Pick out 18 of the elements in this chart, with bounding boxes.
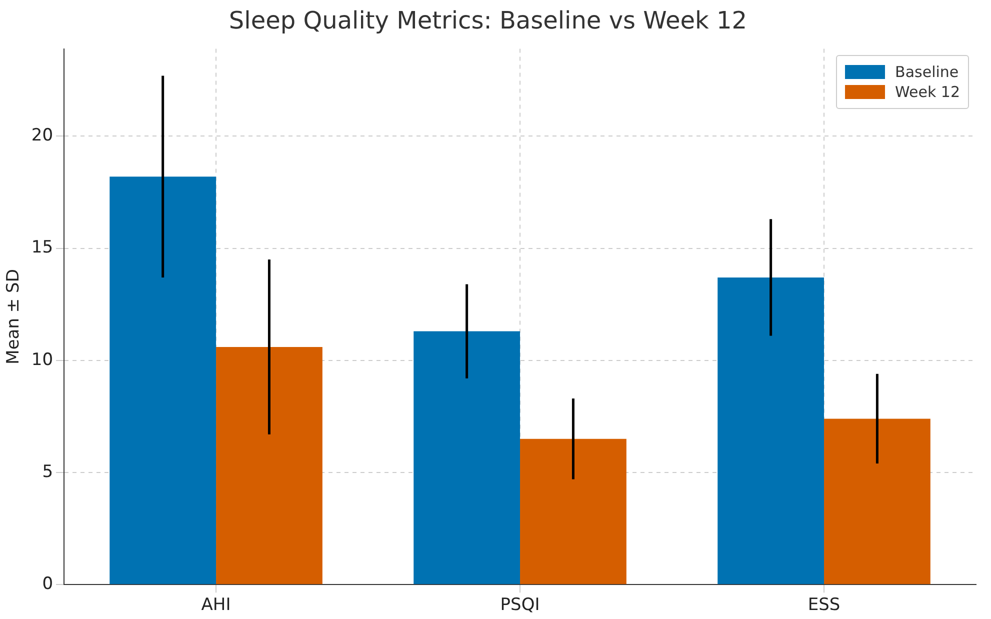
bar	[110, 176, 216, 584]
bar	[824, 418, 930, 584]
y-axis-title: Mean ± SD	[4, 269, 24, 364]
legend-label: Week 12	[895, 83, 960, 101]
x-tick-label: AHI	[201, 595, 231, 616]
x-tick-label: PSQI	[500, 595, 540, 616]
chart-title: Sleep Quality Metrics: Baseline vs Week 12	[228, 6, 748, 35]
y-tick-label: 10	[31, 350, 54, 370]
legend-label: Baseline	[895, 63, 959, 81]
y-tick-label: 0	[42, 574, 54, 594]
bar	[520, 438, 626, 584]
bar	[414, 331, 520, 584]
bar	[718, 277, 824, 584]
x-tick-label: ESS	[808, 595, 840, 616]
y-tick-label: 20	[31, 126, 54, 146]
y-tick-label: 5	[42, 462, 54, 482]
bar	[216, 346, 322, 584]
y-tick-label: 15	[31, 238, 54, 258]
